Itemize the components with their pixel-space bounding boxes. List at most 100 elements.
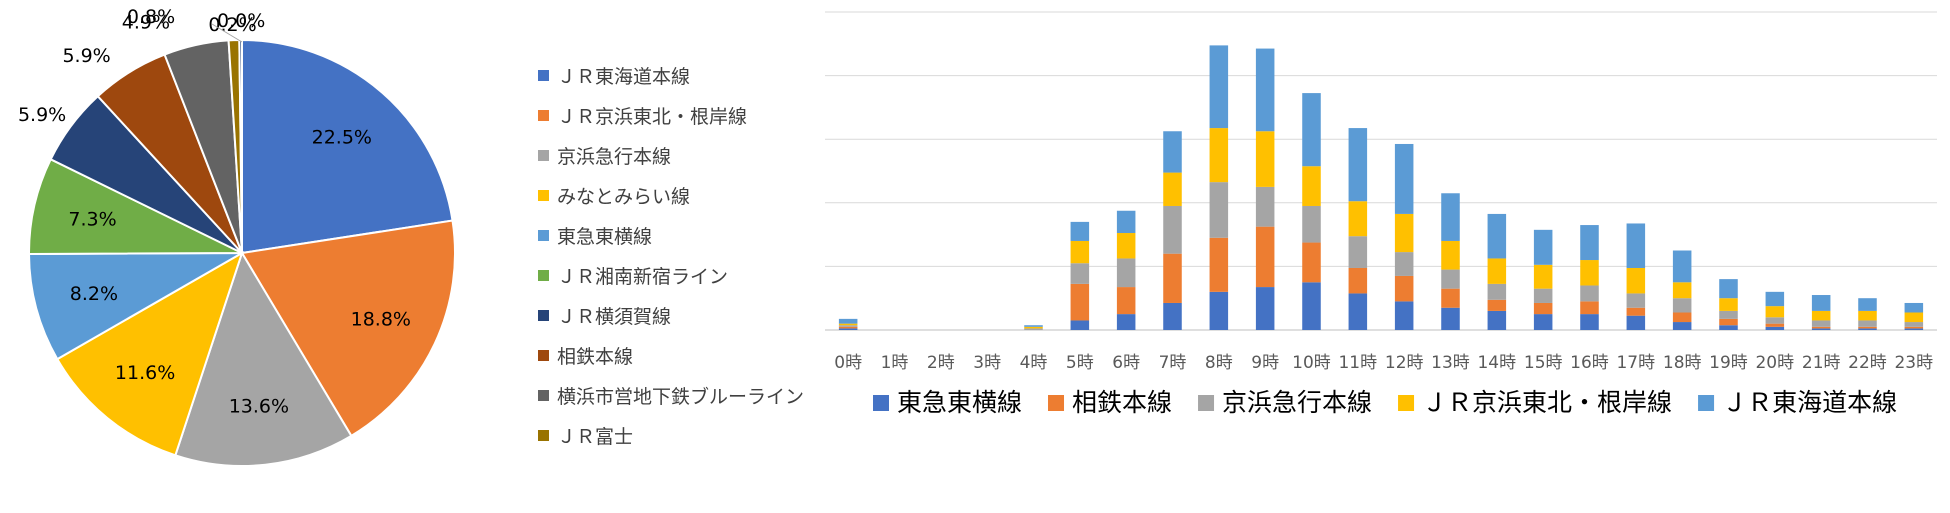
- x-tick-label: 4時: [1020, 353, 1048, 373]
- pie-data-label: 11.6%: [115, 362, 175, 384]
- bar-legend-label: 相鉄本線: [1072, 388, 1172, 417]
- legend-swatch: [538, 229, 549, 241]
- legend-swatch: [538, 189, 549, 201]
- bar-segment: [1116, 210, 1136, 234]
- bar-segment: [1765, 326, 1785, 330]
- bar-segment: [1719, 279, 1738, 299]
- bar-segment: [1487, 213, 1507, 259]
- pie-chart: 22.5% 18.8% 13.6% 11.6% 8.2% 7.3% 5.9% 5.9% 4.9%…: [18, 6, 456, 467]
- pie-legend-item: ＪＲ京浜東北・根岸線: [538, 95, 804, 135]
- x-tick-label: 22時: [1848, 353, 1887, 373]
- bar-legend-swatch: [1698, 395, 1715, 411]
- bar-segment: [1070, 263, 1090, 284]
- pie-data-label: 5.9%: [18, 104, 66, 126]
- bar-segment: [1811, 320, 1831, 327]
- bar-segment: [1626, 293, 1646, 308]
- bar-segment: [1255, 186, 1275, 227]
- pie-legend-item: 相鉄本線: [538, 335, 804, 375]
- pie-slice: [27, 157, 243, 256]
- bar-segment: [1116, 233, 1136, 259]
- legend-label: 東急東横線: [557, 225, 653, 248]
- bar-segment: [1487, 283, 1507, 300]
- bar-segment: [1904, 312, 1924, 323]
- x-tick-label: 11時: [1338, 353, 1377, 373]
- bar-segment: [1626, 315, 1646, 330]
- bar-segment: [838, 325, 858, 327]
- bar-segment: [1163, 205, 1182, 254]
- bar-segment: [1070, 221, 1090, 241]
- pie-legend-item: みなとみらい線: [538, 175, 804, 215]
- x-tick-label: 8時: [1205, 353, 1233, 373]
- bar-legend-label: ＪＲ京浜東北・根岸線: [1422, 388, 1672, 417]
- x-tick-label: 1時: [881, 353, 909, 373]
- bar-segment: [1163, 253, 1182, 303]
- pie-data-label: 4.9%: [122, 12, 170, 34]
- bar-segment: [1858, 310, 1877, 321]
- bar-segment: [1765, 291, 1785, 307]
- pie-slice: [27, 251, 246, 361]
- x-tick-label: 14時: [1477, 353, 1516, 373]
- pie-data-label: 0.8%: [127, 6, 175, 28]
- x-tick-label: 9時: [1251, 353, 1279, 373]
- bar-segment: [1672, 250, 1692, 283]
- x-tick-label: 19時: [1709, 353, 1748, 373]
- legend-label: ＪＲ横須賀線: [557, 305, 672, 328]
- legend-label: 京浜急行本線: [557, 145, 672, 168]
- bar-segment: [1533, 229, 1553, 265]
- x-tick-label: 6時: [1112, 353, 1140, 373]
- bar-segment: [1394, 275, 1414, 302]
- bar-segment: [1394, 252, 1414, 276]
- bar-segment: [1811, 328, 1831, 330]
- bar-segment: [1209, 237, 1229, 292]
- bar-segment: [1255, 226, 1275, 288]
- bar-segment: [1580, 301, 1599, 315]
- legend-label: ＪＲ東海道本線: [557, 65, 691, 88]
- x-tick-label: 2時: [927, 353, 955, 373]
- bar-segment: [1348, 201, 1368, 237]
- bar-segment: [1394, 301, 1414, 330]
- legend-label: 横浜市営地下鉄ブルーライン: [557, 385, 805, 408]
- leader-line: [211, 23, 243, 43]
- bar-segment: [1580, 285, 1599, 302]
- bar-segment: [1302, 205, 1321, 243]
- bar-segment: [1533, 314, 1553, 330]
- bar-segment: [1116, 258, 1136, 288]
- bar-segment: [1348, 128, 1368, 202]
- bar-segment: [1163, 131, 1182, 173]
- bar-segment: [1719, 310, 1738, 319]
- bar-segment: [1070, 320, 1090, 330]
- legend-swatch: [538, 149, 549, 161]
- bar-segment: [1394, 213, 1414, 253]
- bar-segment: [1811, 326, 1831, 329]
- bar-segment: [1533, 302, 1553, 315]
- pie-data-label: 0.0%: [217, 10, 265, 32]
- bar-segment: [1255, 131, 1275, 187]
- bar-segment: [1904, 326, 1924, 329]
- bar-segment: [1441, 193, 1460, 241]
- x-tick-label: 10時: [1292, 353, 1331, 373]
- pie-slice: [55, 250, 244, 457]
- x-tick-label: 23時: [1894, 353, 1933, 373]
- legend-swatch: [538, 269, 549, 281]
- pie-data-label: 13.6%: [229, 395, 289, 417]
- pie-legend-item: 東急東横線: [538, 215, 804, 255]
- bar-segment: [1441, 288, 1460, 308]
- bar-segment: [1302, 166, 1321, 206]
- bar-legend-label: 京浜急行本線: [1222, 388, 1372, 417]
- x-tick-label: 21時: [1802, 353, 1841, 373]
- bar-segment: [1487, 258, 1507, 284]
- x-tick-label: 3時: [973, 353, 1001, 373]
- bar-legend-swatch: [1198, 395, 1215, 411]
- bar-segment: [1580, 314, 1599, 330]
- bar-legend-swatch: [1048, 395, 1065, 411]
- bar-segment: [1163, 302, 1182, 330]
- bar-segment: [1255, 287, 1275, 330]
- bar-segment: [1719, 325, 1738, 330]
- bar-segment: [1533, 264, 1553, 289]
- bar-segment: [1487, 299, 1507, 311]
- legend-swatch: [538, 309, 549, 321]
- pie-legend-item: 横浜市営地下鉄ブルーライン: [538, 375, 804, 415]
- bar-segment: [1348, 293, 1368, 330]
- pie-legend-item: ＪＲ湘南新宿ライン: [538, 255, 804, 295]
- x-tick-label: 15時: [1524, 353, 1563, 373]
